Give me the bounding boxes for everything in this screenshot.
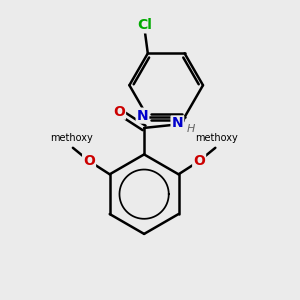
Text: O: O	[83, 154, 95, 168]
Text: H: H	[187, 124, 195, 134]
Text: O: O	[193, 154, 205, 168]
Text: N: N	[137, 109, 148, 123]
Text: methoxy: methoxy	[195, 134, 238, 143]
Text: N: N	[172, 116, 183, 130]
Text: Cl: Cl	[137, 18, 152, 32]
Text: O: O	[113, 105, 125, 119]
Text: methoxy: methoxy	[50, 134, 93, 143]
